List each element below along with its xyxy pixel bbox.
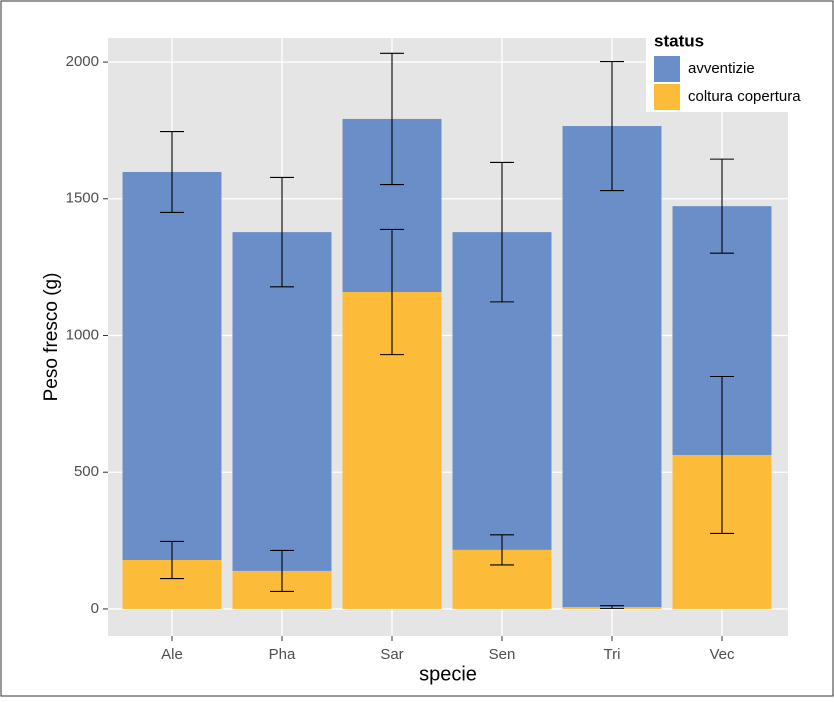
error-bar — [160, 130, 184, 214]
error-bar — [270, 176, 294, 288]
error-bar — [600, 605, 624, 609]
bar-segment — [232, 232, 332, 571]
x-tick-label: Sar — [380, 646, 403, 663]
legend-swatch — [654, 84, 680, 110]
y-tick-label: 2000 — [66, 53, 99, 70]
x-tick-label: Sen — [489, 646, 516, 663]
error-bar — [380, 228, 404, 356]
bar-segment — [562, 126, 662, 608]
error-bar — [160, 540, 184, 580]
plot-area: 0 500 1000 1500 2000 Ale Pha Sar Sen Tri Vec — [66, 38, 788, 663]
x-axis-title: specie — [419, 663, 477, 685]
error-bar — [710, 375, 734, 535]
y-tick-label: 1000 — [66, 326, 99, 343]
x-tick-label: Tri — [604, 646, 621, 663]
y-tick-label: 0 — [91, 600, 99, 617]
error-bar — [600, 60, 624, 192]
error-bar — [490, 534, 514, 566]
error-bar — [710, 158, 734, 254]
x-tick-label: Ale — [161, 646, 183, 663]
legend-label: coltura copertura — [688, 88, 801, 105]
x-tick-label: Pha — [269, 646, 296, 663]
error-bar — [270, 549, 294, 592]
legend-label: avventizie — [688, 60, 755, 77]
error-bar — [380, 52, 404, 186]
legend: status avventizie coltura copertura — [646, 28, 824, 112]
y-axis-title: Peso fresco (g) — [41, 273, 62, 402]
legend-title: status — [654, 31, 704, 50]
y-tick-label: 500 — [74, 463, 99, 480]
bar-segment — [122, 171, 222, 560]
legend-swatch — [654, 56, 680, 82]
x-tick-label: Vec — [709, 646, 735, 663]
error-bar — [490, 161, 514, 303]
y-tick-label: 1500 — [66, 190, 99, 207]
